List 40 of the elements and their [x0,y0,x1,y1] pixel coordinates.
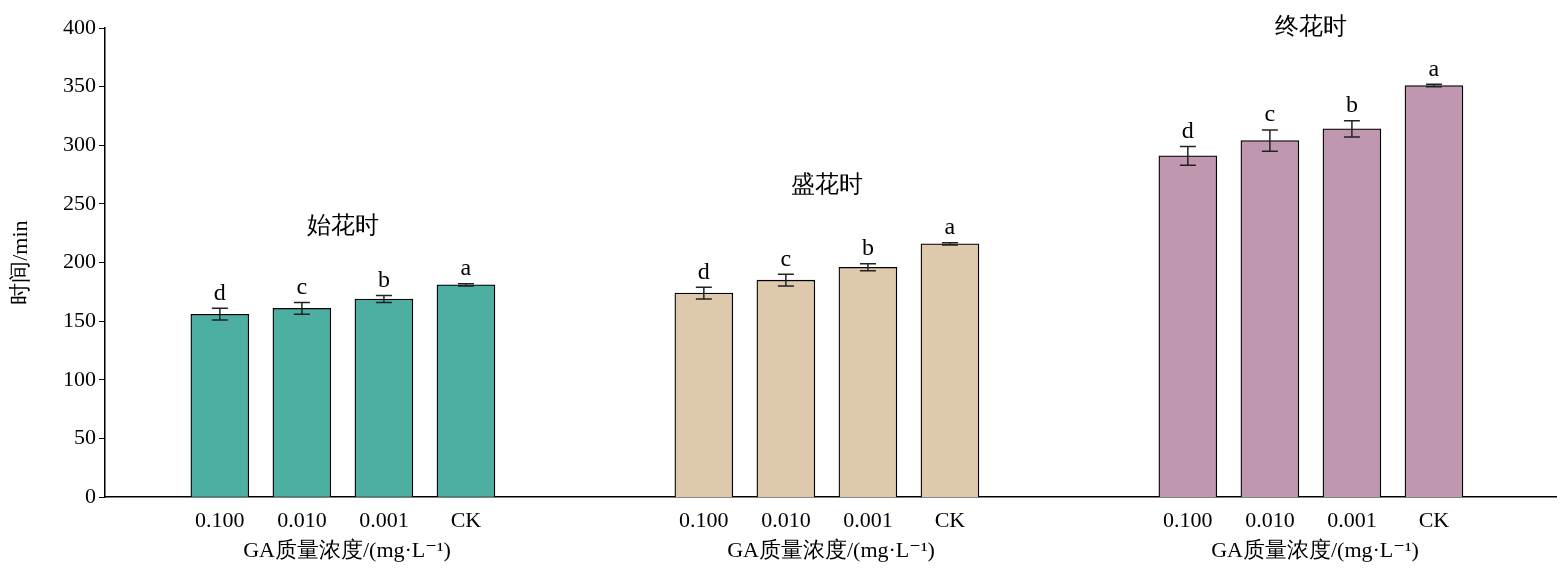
y-tick-label: 50 [74,424,96,450]
x-axis-title: GA质量浓度/(mg·L⁻¹) [1211,536,1419,562]
annotation: c [296,272,308,299]
y-tick-label: 200 [63,248,96,274]
x-tick-label: CK [1418,507,1450,533]
x-tick-label: 0.100 [679,507,729,533]
y-tick-label: 100 [63,365,96,391]
y-tick-label: 300 [63,131,96,157]
text: 始花时 [306,212,379,239]
annotation: b [861,234,874,261]
y-tick-label: 250 [63,189,96,215]
x-tick-label: CK [934,507,966,533]
annotation: a [460,254,472,281]
annotation: a [944,212,956,239]
chart-title: 终花时 [1274,12,1347,39]
annotation: d [213,278,226,305]
annotation: c [1264,100,1276,127]
annotation: b [377,265,390,292]
annotation: a [1428,54,1440,81]
x-tick-label: 0.100 [195,507,245,533]
x-axis-title: GA质量浓度/(mg·L⁻¹) [727,536,935,562]
x-axis-title: GA质量浓度/(mg·L⁻¹) [243,536,451,562]
x-tick-label: 0.001 [843,507,893,533]
annotation: d [697,257,710,284]
x-tick-label: 0.100 [1163,507,1213,533]
y-tick-label: 150 [63,307,96,333]
x-tick-label: 0.010 [277,507,327,533]
x-tick-label: 0.010 [761,507,811,533]
y-tick-label: 0 [85,482,96,508]
x-tick-label: 0.001 [1327,507,1377,533]
annotation: d [1181,116,1194,143]
x-tick-label: 0.001 [359,507,409,533]
y-tick-label: 400 [63,13,96,39]
y-tick-label: 350 [63,72,96,98]
annotation: c [780,244,792,271]
annotation: b [1345,90,1358,117]
y-axis-title: 时间/min [6,220,32,305]
x-tick-label: 0.010 [1245,507,1295,533]
x-tick-label: CK [450,507,482,533]
text: 盛花时 [790,170,863,197]
